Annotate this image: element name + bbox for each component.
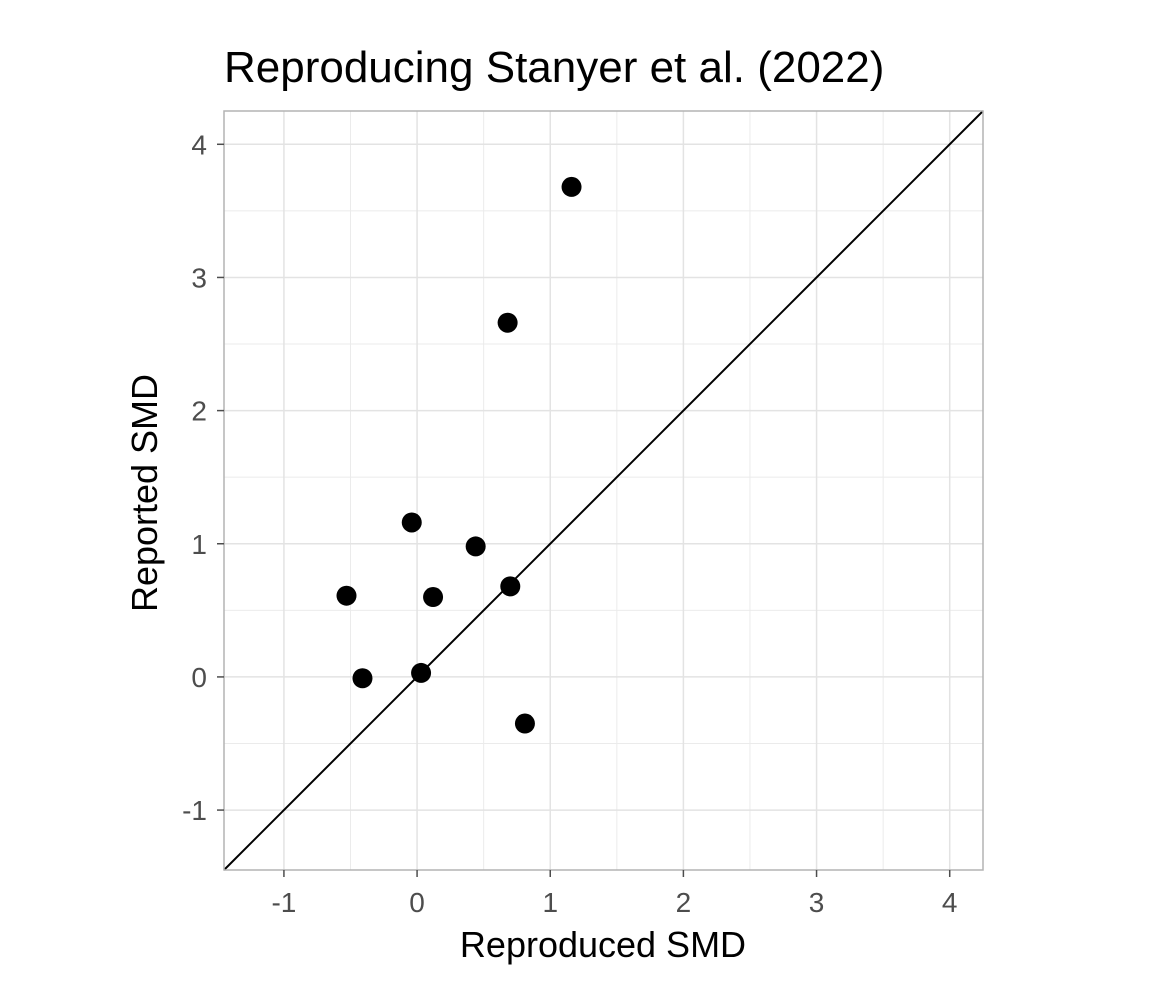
x-tick-label: 2 bbox=[676, 887, 692, 918]
y-tick-label: -1 bbox=[182, 795, 207, 826]
major-gridlines bbox=[224, 111, 983, 870]
scatter-point bbox=[465, 536, 486, 557]
y-tick-label: 1 bbox=[191, 529, 207, 560]
y-axis-ticks: -1 0 1 2 3 4 bbox=[182, 129, 224, 826]
scatter-point bbox=[336, 585, 357, 606]
x-tick-label: 0 bbox=[409, 887, 425, 918]
x-axis-ticks: -1 0 1 2 3 4 bbox=[271, 870, 957, 918]
scatter-point bbox=[401, 512, 422, 533]
scatter-point bbox=[352, 668, 373, 689]
scatter-point bbox=[423, 587, 444, 608]
scatter-point bbox=[561, 176, 582, 197]
y-tick-label: 3 bbox=[191, 262, 207, 293]
scatter-point bbox=[500, 576, 521, 597]
panel-border bbox=[223, 110, 984, 871]
chart-title: Reproducing Stanyer et al. (2022) bbox=[224, 43, 884, 92]
x-tick-label: 1 bbox=[542, 887, 558, 918]
scatter-point bbox=[411, 662, 432, 683]
y-tick-label: 2 bbox=[191, 396, 207, 427]
y-tick-label: 4 bbox=[191, 129, 207, 160]
identity-reference-line bbox=[223, 110, 984, 871]
x-axis-title: Reproduced SMD bbox=[460, 924, 746, 965]
x-tick-label: -1 bbox=[271, 887, 296, 918]
scatter-point bbox=[514, 713, 535, 734]
scatter-point bbox=[497, 312, 518, 333]
x-tick-label: 4 bbox=[942, 887, 958, 918]
data-points bbox=[336, 176, 582, 734]
y-tick-label: 0 bbox=[191, 662, 207, 693]
y-axis-title: Reported SMD bbox=[124, 374, 165, 612]
x-tick-label: 3 bbox=[809, 887, 825, 918]
